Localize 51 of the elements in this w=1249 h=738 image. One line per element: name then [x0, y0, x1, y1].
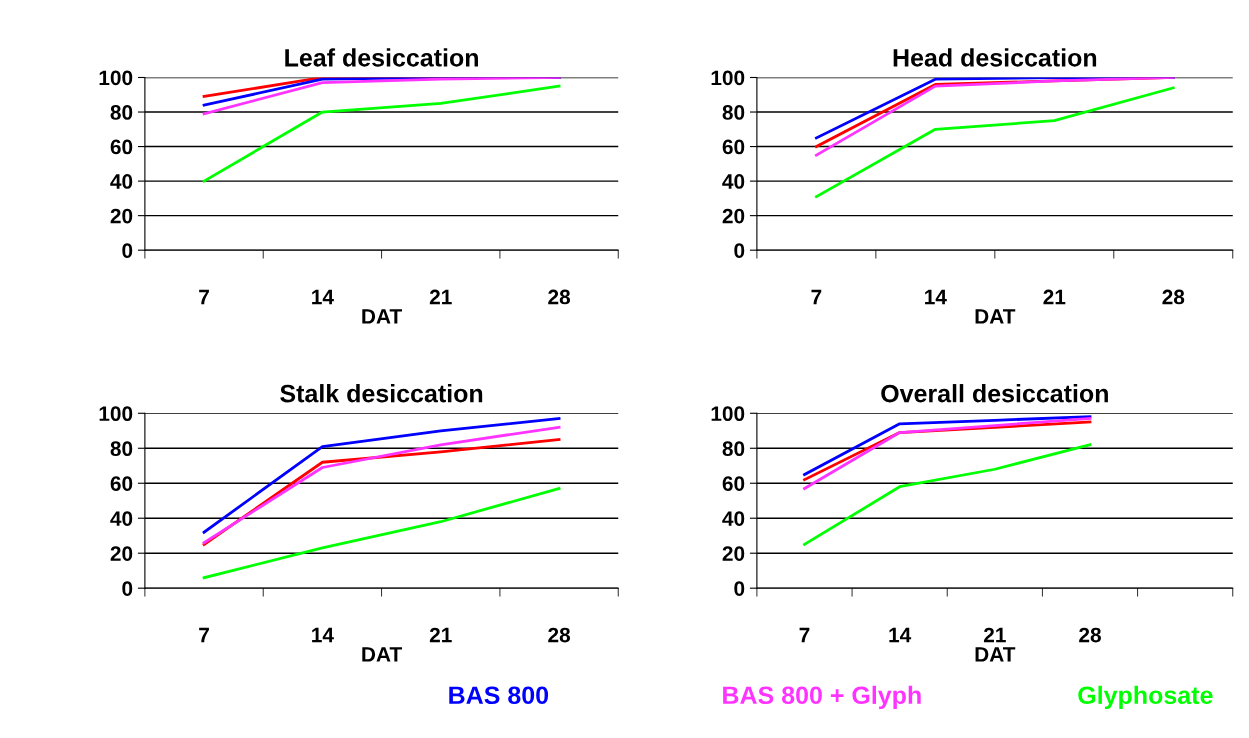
chart-title: Leaf desiccation [285, 48, 478, 67]
x-tick-label: 28 [548, 289, 571, 305]
text: BAS 800 + Glyph [723, 685, 921, 710]
x-tick-label: 28 [548, 627, 571, 643]
y-tick-label: 100 [711, 70, 745, 86]
y-tick-label: 40 [110, 511, 133, 526]
x-tick-label: 21 [429, 289, 452, 305]
y-tick-label: 40 [110, 174, 133, 189]
y-tick-label: 80 [722, 105, 745, 120]
x-tick-label: 14 [889, 627, 912, 643]
x-tick-label: 7 [199, 289, 209, 305]
text: BAS 800 [449, 686, 549, 705]
y-tick-label: 20 [722, 546, 745, 561]
y-tick-label: 60 [722, 139, 745, 155]
x-tick-label: 14 [925, 289, 947, 305]
y-tick-label: 40 [722, 511, 745, 526]
x-tick-label: 7 [799, 627, 810, 643]
x-axis-title: DAT [975, 647, 1016, 662]
chart-title: Overall desiccation [881, 384, 1108, 403]
y-tick-label: 60 [110, 139, 133, 155]
y-tick-label: 80 [110, 105, 133, 120]
x-tick-label: 14 [312, 289, 334, 305]
y-tick-label: 0 [734, 581, 745, 596]
x-tick-label: 14 [312, 627, 334, 643]
x-tick-label: 21 [429, 627, 452, 643]
text: Glyphosate [1078, 685, 1213, 710]
y-tick-label: 100 [99, 70, 133, 86]
x-tick-label: 28 [1162, 289, 1185, 305]
x-axis-title: DAT [975, 309, 1016, 324]
y-tick-label: 40 [722, 174, 745, 189]
x-tick-label: 28 [1079, 627, 1101, 643]
y-tick-label: 20 [110, 208, 133, 224]
chart-title: Stalk desiccation [280, 384, 483, 403]
x-tick-label: 7 [811, 289, 822, 305]
y-tick-label: 20 [722, 208, 745, 224]
x-tick-label: 21 [1043, 289, 1066, 305]
y-tick-label: 0 [122, 243, 133, 258]
y-tick-label: 80 [722, 441, 745, 457]
y-tick-label: 20 [110, 546, 133, 561]
y-tick-label: 0 [122, 581, 133, 596]
x-axis-title: DAT [362, 309, 402, 324]
x-tick-label: 7 [199, 627, 209, 643]
y-tick-label: 80 [110, 441, 133, 457]
chart-title: Head desiccation [893, 48, 1097, 67]
y-tick-label: 0 [734, 243, 745, 258]
y-tick-label: 60 [722, 476, 745, 491]
x-axis-title: DAT [362, 647, 402, 662]
x-tick-label: 21 [983, 627, 1006, 643]
y-tick-label: 100 [711, 406, 745, 422]
y-tick-label: 100 [99, 406, 133, 422]
y-tick-label: 60 [110, 476, 133, 491]
